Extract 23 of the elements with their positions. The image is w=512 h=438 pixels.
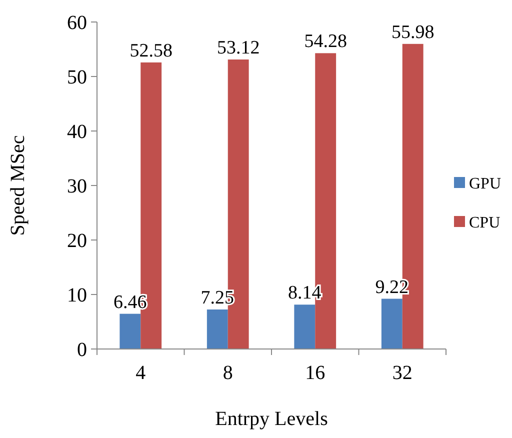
y-tick-label: 0 — [77, 339, 87, 361]
y-tick-label: 50 — [67, 66, 87, 88]
y-tick-label: 60 — [67, 12, 87, 34]
y-tick-label: 20 — [67, 230, 87, 252]
bar — [294, 304, 316, 349]
data-label: 53.12 — [216, 37, 260, 58]
legend-label: CPU — [469, 214, 501, 232]
x-tick-label: 16 — [305, 362, 326, 384]
x-tick-label: 32 — [392, 362, 412, 384]
data-label: 55.98 — [391, 22, 434, 43]
data-label: 52.58 — [130, 40, 172, 62]
x-axis-title: Entrpy Levels — [215, 408, 328, 430]
x-tick-label: 8 — [222, 362, 233, 384]
bar — [381, 298, 402, 349]
bar — [206, 309, 228, 349]
y-axis-title: Speed MSec — [7, 135, 29, 236]
y-tick-label: 10 — [67, 284, 87, 306]
x-tick-label: 4 — [136, 362, 146, 384]
bar — [120, 314, 141, 349]
legend-label: GPU — [469, 176, 502, 193]
data-label: 54.28 — [304, 31, 347, 52]
y-tick-label: 30 — [67, 176, 87, 198]
y-tick-label: 40 — [67, 121, 87, 143]
